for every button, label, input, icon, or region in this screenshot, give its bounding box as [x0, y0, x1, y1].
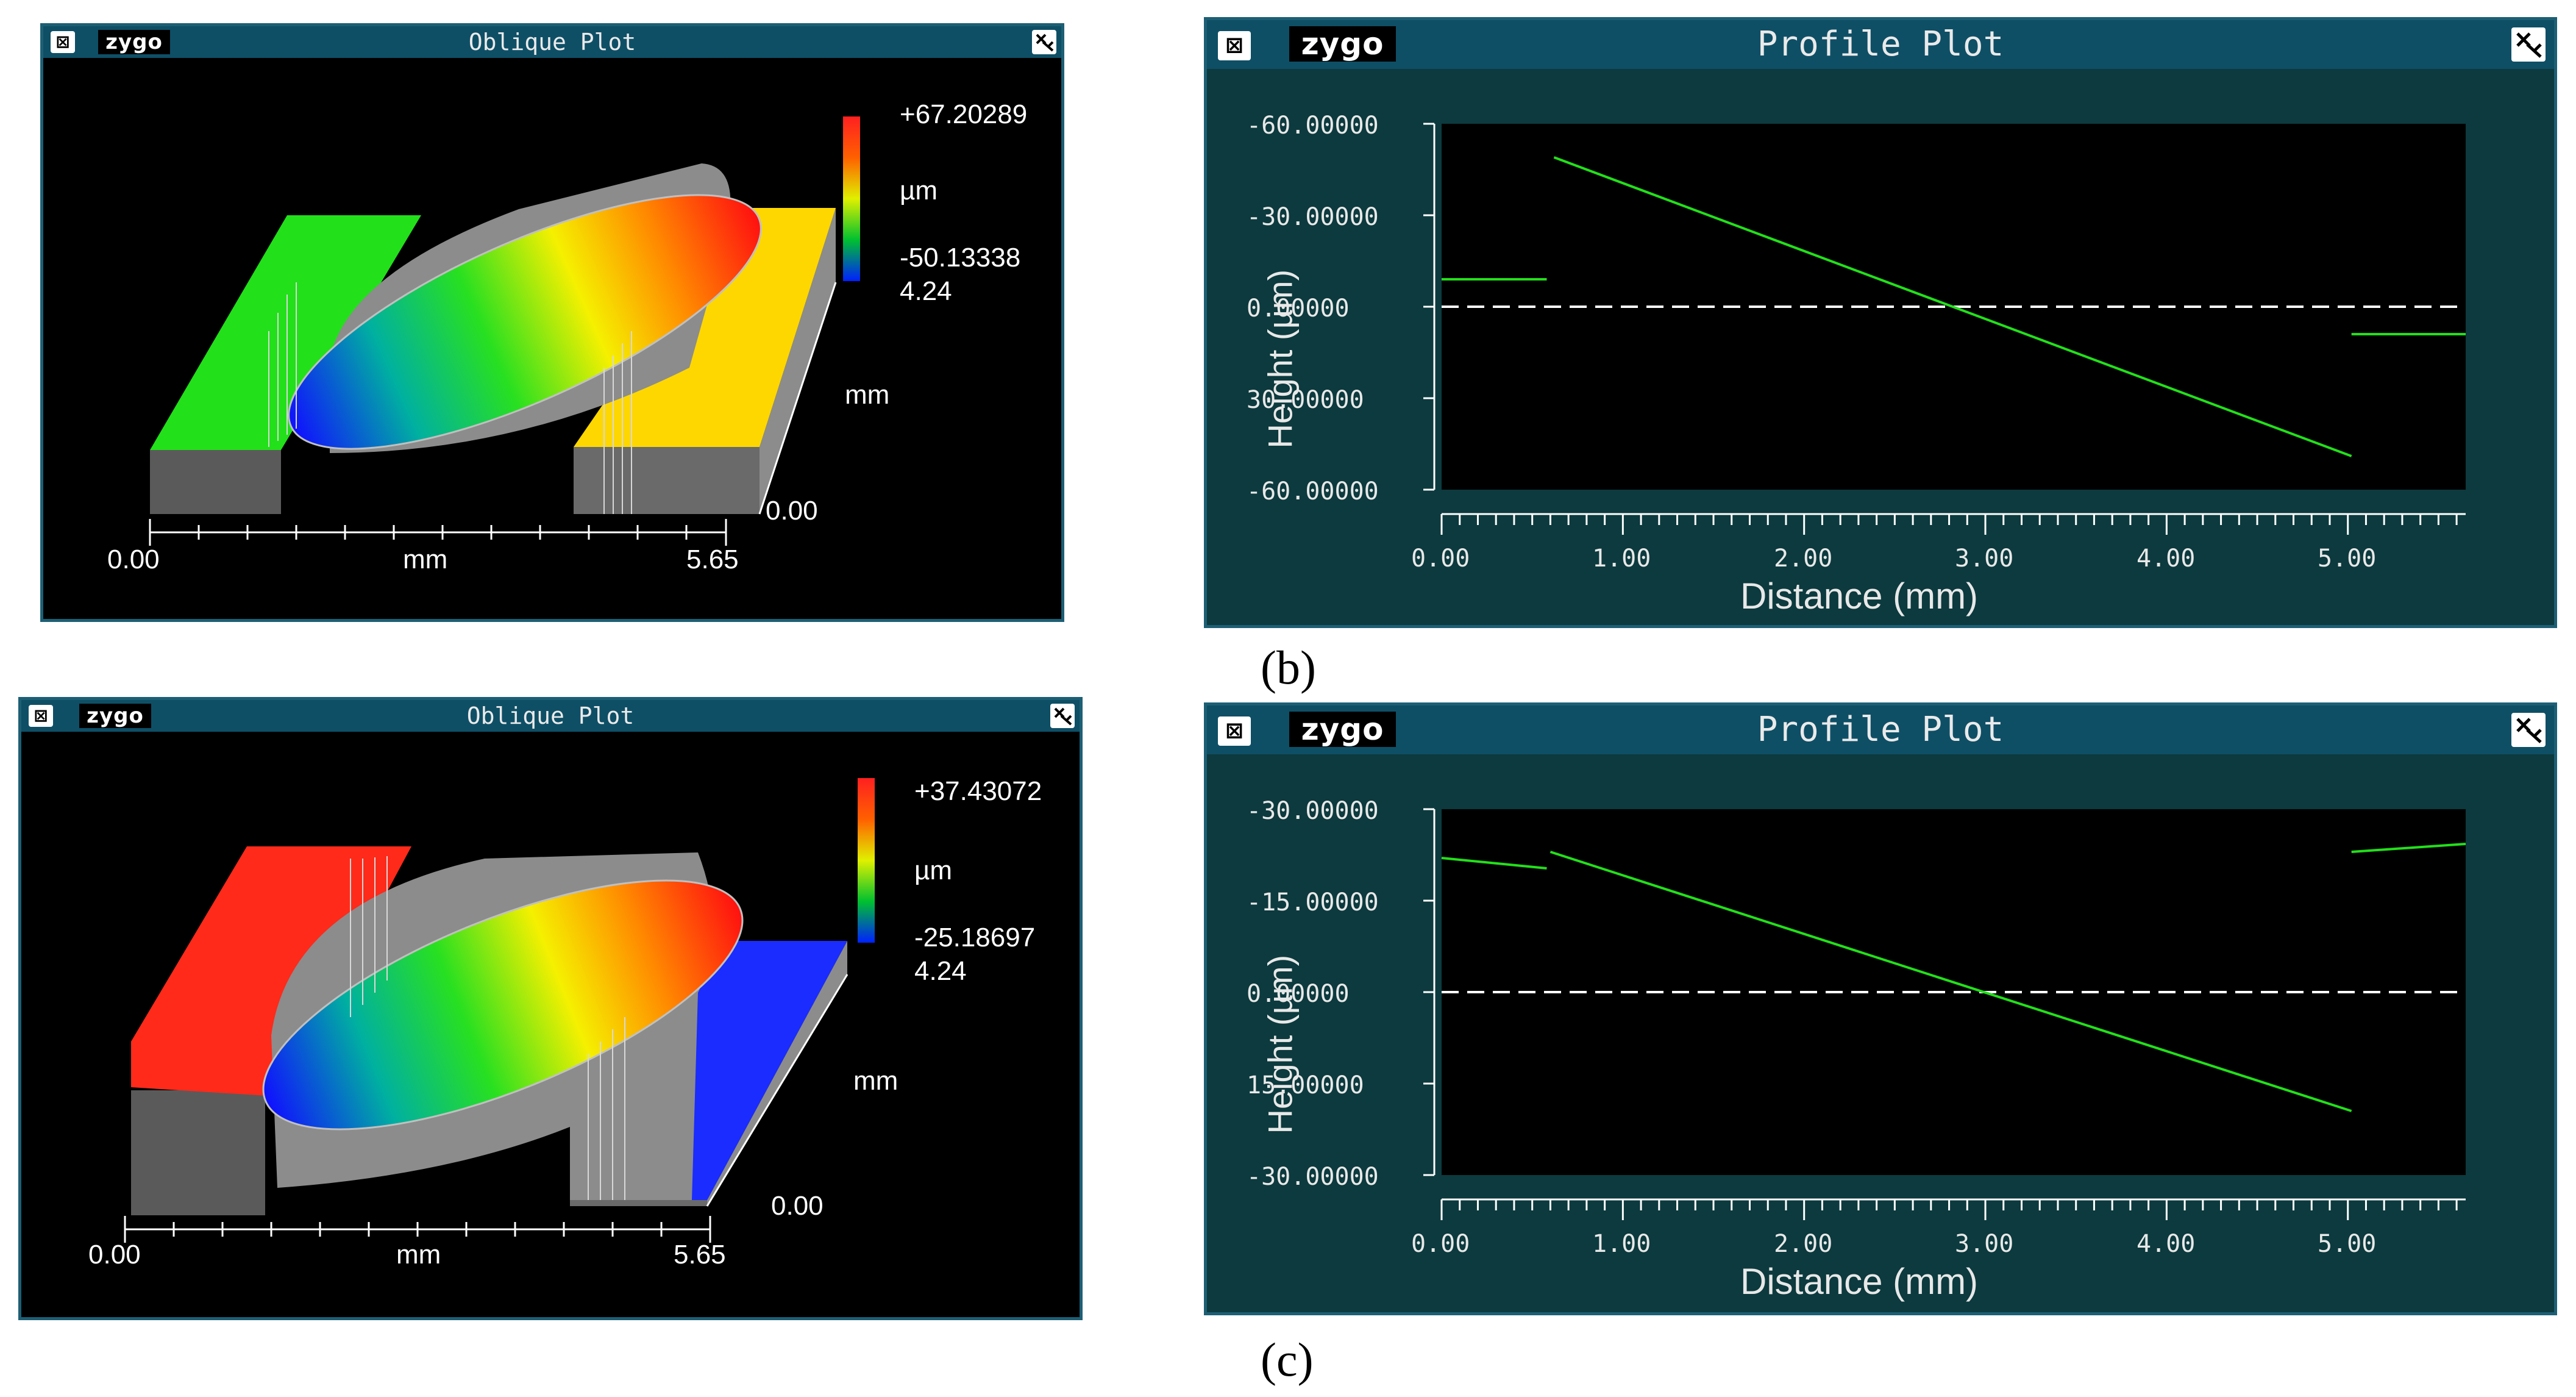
x-tick-label: 4.00 — [2137, 1230, 2196, 1258]
profile-plot-window-top: ⊠ zygo Profile Plot -60.00000 -30.00000 … — [1204, 17, 2557, 628]
series-ramp — [1553, 156, 2352, 457]
profile-plot-window-bottom: ⊠ zygo Profile Plot -30.00000 -15.00000 … — [1204, 702, 2557, 1315]
y-axis-label: Height (µm) — [1261, 269, 1300, 449]
zygo-logo: zygo — [1289, 712, 1396, 747]
scale-max-label: +67.20289 — [900, 99, 1028, 129]
zygo-logo: zygo — [79, 704, 151, 728]
y-tick-label: 15.00000 — [1247, 1071, 1364, 1099]
oblique-plot-window-bottom: ⊠ zygo Oblique Plot — [18, 697, 1083, 1320]
window-title: Profile Plot — [1757, 710, 2004, 749]
series-right-pad — [2351, 843, 2466, 853]
y-zero-label: 0.00 — [766, 496, 818, 526]
y-tick-label: -30.00000 — [1247, 797, 1379, 825]
x-tick-label: 3.00 — [1955, 545, 2014, 573]
y-tick-label: -60.00000 — [1247, 112, 1379, 140]
oblique-surface-3d — [149, 116, 860, 546]
close-box-icon[interactable]: ⊠ — [1218, 716, 1251, 746]
oblique-surface-3d — [124, 778, 875, 1243]
caption-c: (c) — [1261, 1333, 1314, 1386]
x-unit-label: mm — [403, 545, 448, 574]
x-tick-label: 1.00 — [1592, 1230, 1651, 1258]
x-unit-label: mm — [396, 1240, 441, 1270]
series-left-pad — [1441, 857, 1547, 870]
y-unit-label: mm — [845, 380, 890, 410]
y-unit-label: mm — [853, 1066, 898, 1096]
x-tick-label: 2.00 — [1774, 545, 1833, 573]
x-axis-label: Distance (mm) — [1740, 576, 1979, 616]
title-bar[interactable]: ⊠ zygo Oblique Plot — [21, 700, 1080, 732]
y-tick-label: 30.00000 — [1247, 386, 1364, 414]
scale-max-label: +37.43072 — [914, 776, 1042, 806]
x-tick-label: 2.00 — [1774, 1230, 1833, 1258]
x-axis-label: Distance (mm) — [1740, 1261, 1979, 1302]
pin-icon[interactable] — [1050, 704, 1075, 728]
scale-min-label: -25.18697 — [914, 923, 1036, 952]
caption-b: (b) — [1261, 641, 1316, 694]
y-extent-label: 4.24 — [914, 956, 967, 986]
y-extent-label: 4.24 — [900, 276, 952, 306]
title-bar[interactable]: ⊠ zygo Profile Plot — [1207, 706, 2554, 754]
x-end-label: 5.65 — [686, 545, 739, 574]
title-bar[interactable]: ⊠ zygo Profile Plot — [1207, 20, 2554, 69]
x-tick-label: 5.00 — [2318, 1230, 2377, 1258]
window-title: Oblique Plot — [468, 29, 636, 55]
oblique-plot-window-top: ⊠ zygo Oblique Plot — [40, 23, 1064, 622]
close-box-icon[interactable]: ⊠ — [29, 705, 53, 727]
x-tick-label: 5.00 — [2318, 545, 2377, 573]
pin-icon[interactable] — [2511, 713, 2546, 747]
zygo-logo: zygo — [98, 30, 170, 54]
y-tick-label: -30.00000 — [1247, 203, 1379, 231]
x-start-label: 0.00 — [107, 545, 160, 574]
series-ramp — [1550, 851, 2352, 1112]
x-tick-label: 0.00 — [1411, 1230, 1470, 1258]
y-tick-label: 0.00000 — [1247, 980, 1350, 1008]
y-tick-label: 0.00000 — [1247, 295, 1350, 323]
scale-unit-label: µm — [900, 176, 938, 205]
x-start-label: 0.00 — [88, 1240, 141, 1270]
scale-unit-label: µm — [914, 856, 953, 885]
close-box-icon[interactable]: ⊠ — [1218, 31, 1251, 60]
pin-icon[interactable] — [2511, 27, 2546, 62]
scale-min-label: -50.13338 — [900, 243, 1021, 273]
y-axis-label: Height (µm) — [1261, 954, 1300, 1134]
window-title: Oblique Plot — [466, 702, 635, 729]
x-end-label: 5.65 — [674, 1240, 726, 1270]
x-tick-label: 4.00 — [2137, 545, 2196, 573]
y-zero-label: 0.00 — [771, 1191, 824, 1221]
y-tick-label: -30.00000 — [1247, 1163, 1379, 1191]
y-tick-label: -15.00000 — [1247, 888, 1379, 916]
zygo-logo: zygo — [1289, 26, 1396, 62]
title-bar[interactable]: ⊠ zygo Oblique Plot — [43, 26, 1061, 58]
close-box-icon[interactable]: ⊠ — [51, 31, 75, 53]
y-tick-label: -60.00000 — [1247, 477, 1379, 506]
profile-chart — [1423, 808, 2466, 1220]
window-title: Profile Plot — [1757, 24, 2004, 64]
profile-chart — [1423, 123, 2466, 535]
pin-icon[interactable] — [1032, 30, 1056, 54]
x-tick-label: 1.00 — [1592, 545, 1651, 573]
x-tick-label: 0.00 — [1411, 545, 1470, 573]
x-tick-label: 3.00 — [1955, 1230, 2014, 1258]
